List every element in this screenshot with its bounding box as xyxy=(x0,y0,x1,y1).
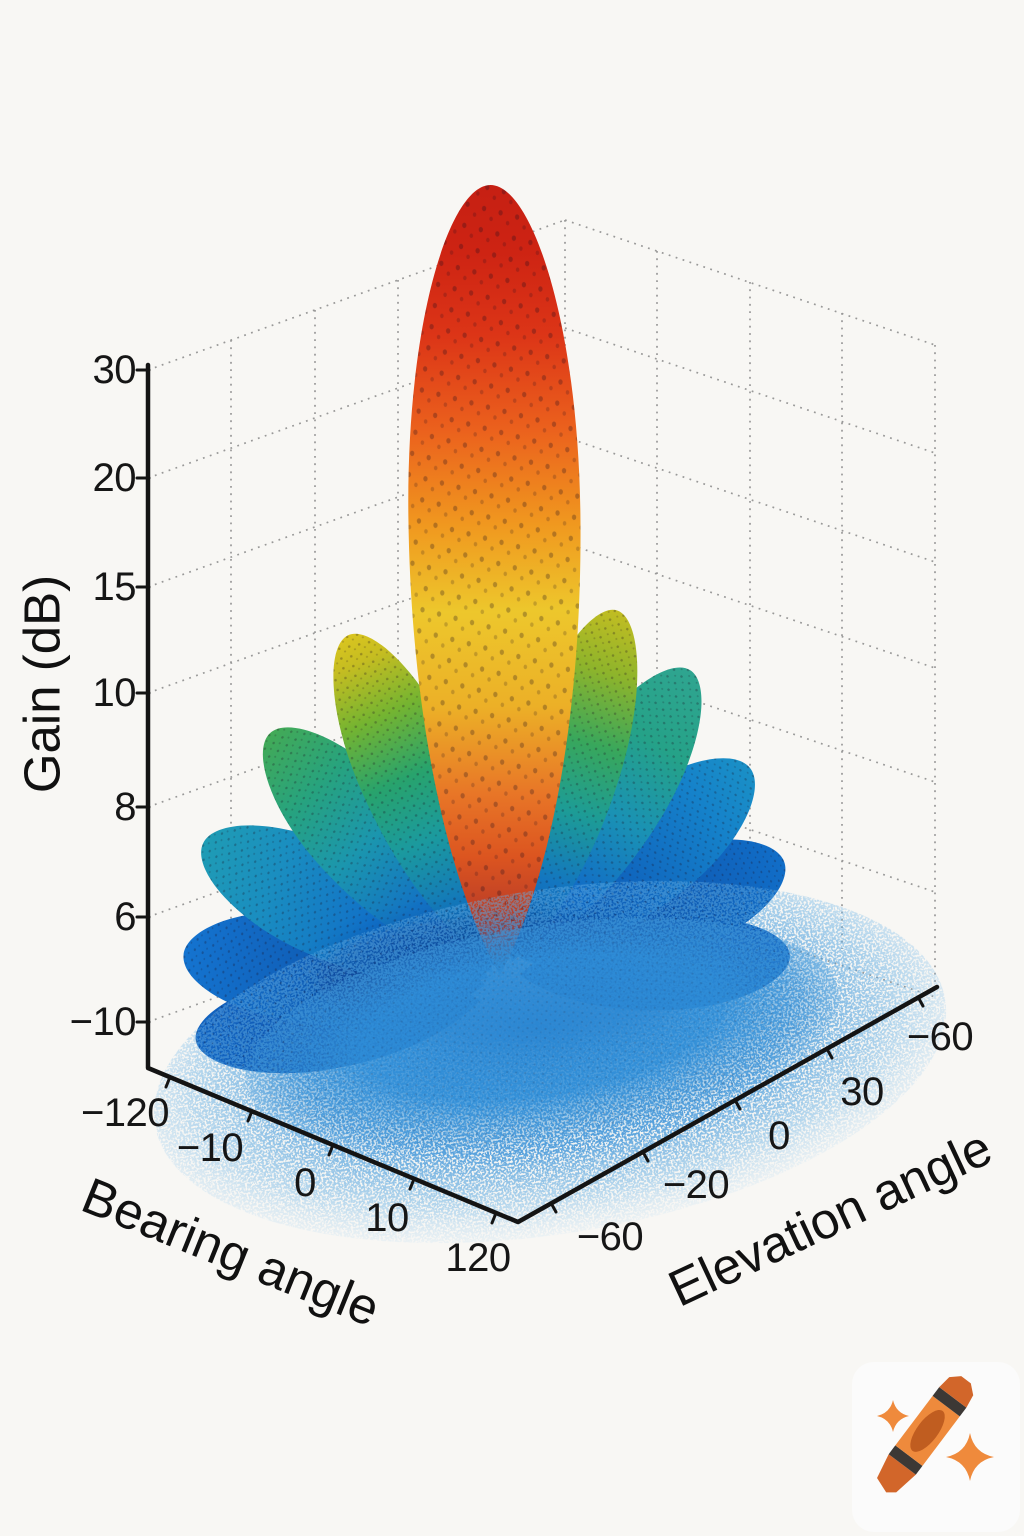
z-axis-tick-marks xyxy=(135,368,151,1024)
axes xyxy=(135,362,940,1225)
crayon-logo xyxy=(852,1362,1020,1532)
z-tick-20: 20 xyxy=(92,456,137,500)
x-tick-0: 0 xyxy=(294,1161,316,1205)
y-tick-0: 0 xyxy=(768,1114,790,1158)
z-tick-8: 8 xyxy=(114,785,136,829)
grid-right-wall xyxy=(564,219,936,998)
y-tick-neg60b: −60 xyxy=(906,1015,974,1059)
x-axis-tick-marks xyxy=(164,1075,498,1225)
y-axis-tick-marks xyxy=(549,995,925,1214)
z-tick-15: 15 xyxy=(92,565,137,609)
x-tick-120: 120 xyxy=(445,1236,511,1280)
y-tick-30: 30 xyxy=(840,1070,884,1114)
sparkle-icon-small xyxy=(877,1400,909,1432)
y-tick-neg20: −20 xyxy=(662,1163,730,1207)
sparkle-icon-large xyxy=(946,1433,994,1481)
x-tick-neg10: −10 xyxy=(176,1126,244,1170)
x-tick-10: 10 xyxy=(365,1196,409,1240)
z-tick-neg10: −10 xyxy=(69,1000,137,1044)
radiation-surface xyxy=(154,183,946,1244)
x-tick-neg120: −120 xyxy=(80,1091,170,1135)
z-axis-label: Gain (dB) xyxy=(13,574,71,794)
y-tick-neg60a: −60 xyxy=(576,1215,644,1259)
z-tick-30: 30 xyxy=(92,348,137,392)
z-tick-10: 10 xyxy=(92,671,137,715)
z-tick-6: 6 xyxy=(114,895,136,939)
